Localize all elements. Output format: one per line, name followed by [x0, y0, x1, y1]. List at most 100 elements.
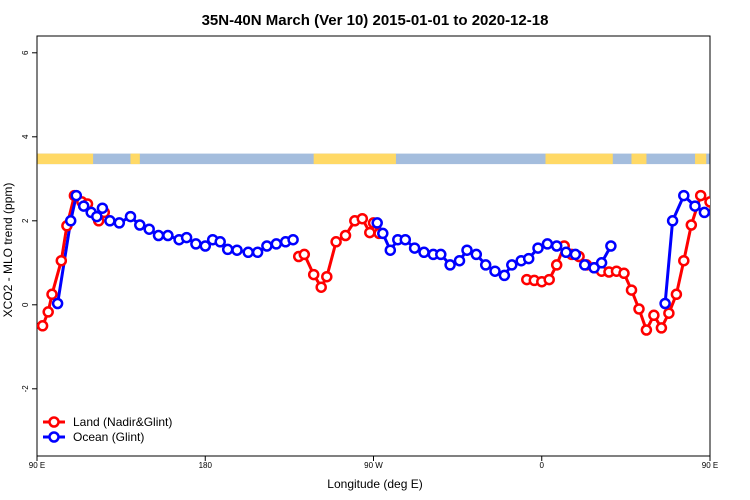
- ocean-data-point: [384, 244, 397, 256]
- legend-ocean-marker: [48, 431, 60, 443]
- ocean-data-point: [214, 236, 226, 248]
- ocean-data-point: [51, 297, 64, 310]
- ocean-data-point: [479, 259, 492, 271]
- ocean-data-point: [506, 259, 518, 271]
- land-data-point: [543, 273, 555, 286]
- land-band-segment: [631, 153, 647, 165]
- x-tick-label: 0: [540, 461, 545, 470]
- land-data-point: [330, 236, 342, 248]
- ocean-data-point: [134, 219, 146, 231]
- land-data-point: [321, 270, 333, 283]
- land-data-point: [704, 196, 710, 208]
- ocean-data-point: [124, 210, 137, 223]
- land-data-point: [307, 268, 320, 281]
- land-data-point: [715, 200, 724, 209]
- ocean-data-point: [659, 297, 671, 310]
- ocean-data-point: [418, 246, 430, 259]
- ocean-data-point: [221, 243, 234, 256]
- x-axis-label: Longitude (deg E): [327, 477, 422, 491]
- land-data-point: [633, 303, 645, 315]
- ocean-data-point: [77, 200, 90, 212]
- series-group: [37, 189, 748, 336]
- y-tick-label: 6: [21, 50, 30, 55]
- land-data-point: [734, 208, 743, 217]
- y-axis-label: XCO2 - MLO trend (ppm): [1, 183, 15, 318]
- land-data-point: [298, 248, 311, 261]
- ocean-data-point: [605, 240, 617, 252]
- land-data-point: [364, 226, 376, 239]
- ocean-data-point: [595, 257, 608, 269]
- ocean-data-point: [461, 244, 473, 256]
- land-data-point: [339, 229, 352, 242]
- ocean-data-point: [408, 242, 421, 254]
- ocean-data-point: [713, 212, 722, 221]
- ocean-data-point: [162, 229, 174, 242]
- ocean-data-point: [678, 189, 690, 202]
- land-data-point: [670, 288, 683, 301]
- land-data-point: [640, 324, 653, 336]
- ocean-data-point: [261, 240, 273, 252]
- ocean-data-point: [698, 206, 710, 219]
- ocean-data-point: [666, 215, 679, 227]
- x-tick-label: 180: [199, 461, 213, 470]
- ocean-data-point: [569, 248, 582, 261]
- ocean-data-point: [152, 229, 165, 242]
- land-ocean-band: [37, 153, 710, 165]
- ocean-data-point: [242, 246, 254, 259]
- ocean-data-point: [689, 200, 701, 212]
- ocean-data-point: [578, 259, 591, 271]
- legend-ocean-label: Ocean (Glint): [73, 430, 144, 444]
- ocean-data-point: [377, 227, 389, 240]
- ocean-data-point: [180, 231, 193, 244]
- ocean-data-point: [371, 217, 383, 229]
- y-tick-label: 4: [21, 134, 30, 139]
- land-data-point: [315, 281, 327, 293]
- land-data-point: [694, 189, 707, 202]
- ocean-data-point: [143, 223, 155, 235]
- y-tick-label: 0: [21, 302, 30, 307]
- chart-title: 35N-40N March (Ver 10) 2015-01-01 to 202…: [202, 12, 549, 29]
- ocean-data-point: [399, 233, 412, 246]
- ocean-data-point: [453, 254, 466, 267]
- x-tick-label: 90 E: [702, 461, 718, 470]
- series-layer: [37, 189, 748, 336]
- ocean-data-point: [532, 242, 544, 254]
- ocean-data-point: [251, 246, 264, 259]
- ocean-data-point: [96, 202, 109, 214]
- ocean-data-point: [498, 269, 511, 282]
- axis-ticks: 90 E 180 90 W 0 90 E -2 0 2 4 6: [21, 50, 718, 470]
- land-data-point: [42, 306, 54, 318]
- land-band-segment: [313, 153, 396, 165]
- legend-land-marker: [48, 416, 60, 428]
- ocean-data-point: [190, 238, 202, 250]
- legend: Land (Nadir&Glint) Ocean (Glint): [43, 415, 172, 444]
- legend-land-label: Land (Nadir&Glint): [73, 415, 172, 429]
- ocean-data-point: [550, 240, 563, 252]
- land-series-line: [719, 204, 738, 221]
- land-band-segment: [37, 153, 94, 165]
- land-data-point: [55, 254, 68, 267]
- land-data-point: [648, 309, 660, 322]
- x-tick-label: 90 E: [29, 461, 45, 470]
- land-data-point: [356, 212, 369, 225]
- ocean-data-point: [64, 215, 77, 227]
- ocean-data-point: [113, 217, 126, 229]
- land-data-point: [625, 284, 638, 296]
- ocean-data-point: [541, 238, 554, 250]
- ocean-data-point: [489, 265, 501, 277]
- ocean-data-point: [104, 215, 116, 227]
- land-band-segment: [545, 153, 613, 165]
- ocean-data-point: [435, 248, 447, 261]
- ocean-data-point: [91, 210, 103, 223]
- land-data-point: [550, 259, 563, 271]
- y-tick-label: -2: [21, 385, 30, 393]
- land-data-point: [46, 288, 58, 301]
- land-band-segment: [130, 153, 140, 165]
- ocean-data-point: [588, 262, 600, 274]
- ocean-data-point: [199, 240, 212, 252]
- ocean-data-point: [70, 189, 83, 202]
- ocean-data-point: [739, 218, 748, 227]
- ocean-data-point: [522, 252, 535, 265]
- land-data-point: [663, 307, 675, 319]
